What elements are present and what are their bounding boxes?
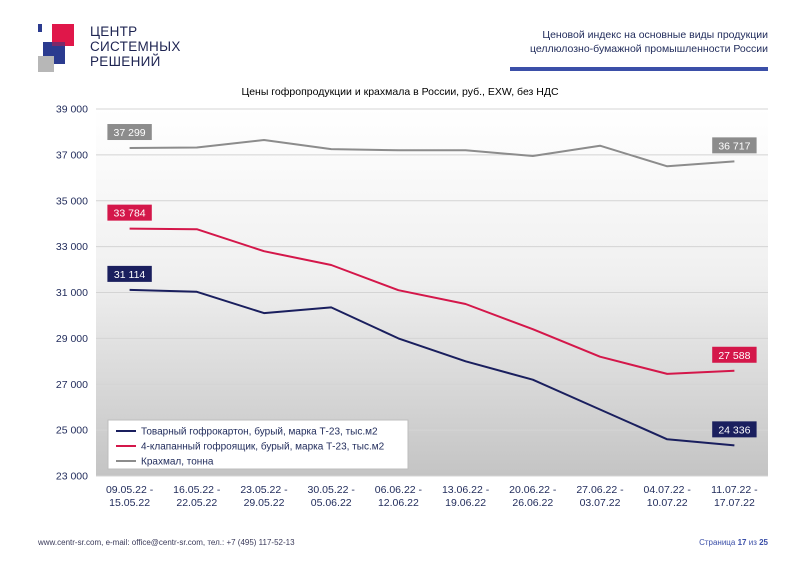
series-line — [129, 288, 735, 447]
page-separator: из — [748, 538, 757, 547]
data-label: 27 588 — [718, 350, 750, 362]
x-tick-label: 09.05.22 -15.05.22 — [106, 484, 154, 509]
report-title-line-1: Ценовой индекс на основные виды продукци… — [542, 29, 768, 41]
data-label-box — [107, 204, 152, 221]
series-2: 33 784 27 588 — [107, 204, 757, 375]
series-1: 31 114 24 336 — [107, 265, 757, 447]
footer-page-number: Страница 17 из 25 — [699, 538, 768, 547]
y-tick-label: 25 000 — [56, 425, 88, 437]
y-tick-label: 23 000 — [56, 471, 88, 483]
legend-box — [107, 419, 409, 470]
y-tick-label: 29 000 — [56, 333, 88, 345]
legend-entry: Крахмал, тонна — [141, 457, 214, 468]
data-label-box — [107, 124, 152, 141]
x-tick-label: 16.05.22 -22.05.22 — [173, 484, 221, 509]
x-tick-label: 04.07.22 -10.07.22 — [644, 484, 692, 509]
x-tick-label: 13.06.22 -19.06.22 — [442, 484, 490, 509]
logo-line-3: РЕШЕНИЙ — [90, 54, 161, 69]
y-tick-label: 35 000 — [56, 195, 88, 207]
header-accent-bar — [510, 67, 768, 71]
x-tick-label: 06.06.22 -12.06.22 — [375, 484, 423, 509]
logo-mark-icon — [38, 24, 74, 72]
data-label-box — [107, 265, 152, 282]
legend-entry: Товарный гофрокартон, бурый, марка Т-23,… — [141, 426, 378, 438]
x-tick-label: 27.06.22 -03.07.22 — [576, 484, 624, 509]
page-prefix: Страница — [699, 538, 736, 547]
logo: ЦЕНТР СИСТЕМНЫХ РЕШЕНИЙ — [38, 22, 218, 78]
data-label: 36 717 — [718, 140, 750, 152]
page-current: 17 — [737, 538, 747, 547]
data-label: 33 784 — [114, 208, 146, 220]
x-tick-label: 20.06.22 -26.06.22 — [509, 484, 557, 509]
logo-text: ЦЕНТР СИСТЕМНЫХ РЕШЕНИЙ — [90, 24, 181, 69]
y-tick-label: 39 000 — [56, 104, 88, 116]
chart-title: Цены гофропродукции и крахмала в России,… — [241, 86, 559, 98]
x-tick-label: 30.05.22 -05.06.22 — [308, 484, 356, 509]
y-tick-label: 31 000 — [56, 287, 88, 299]
data-label: 31 114 — [114, 269, 145, 281]
data-label: 37 299 — [114, 127, 146, 139]
data-label-box — [712, 137, 757, 154]
footer-contacts: www.centr-sr.com, e-mail: office@centr-s… — [38, 538, 295, 547]
y-tick-label: 37 000 — [56, 149, 88, 161]
y-tick-label: 33 000 — [56, 241, 88, 253]
logo-line-1: ЦЕНТР — [90, 24, 138, 39]
y-tick-labels: 23 000 25 000 27 000 29 000 31 000 33 000 35 0… — [56, 104, 88, 483]
series-layer: 31 114 24 336 33 784 27 588 37 299 36 717 — [107, 124, 757, 447]
data-label-box — [712, 346, 757, 363]
data-label-box — [712, 421, 757, 438]
x-tick-labels: 09.05.22 -15.05.22 16.05.22 -22.05.22 23.0… — [106, 484, 758, 509]
data-label: 24 336 — [718, 424, 750, 436]
x-tick-label: 11.07.22 -17.07.22 — [711, 484, 758, 509]
series-line — [129, 227, 735, 375]
y-tick-label: 27 000 — [56, 379, 88, 391]
report-title: Ценовой индекс на основные виды продукци… — [508, 28, 768, 56]
x-tick-label: 23.05.22 -29.05.22 — [240, 484, 288, 509]
legend-entry: 4-клапанный гофроящик, бурый, марка Т-23… — [141, 441, 385, 453]
report-title-line-2: целлюлозно-бумажной промышленности Росси… — [529, 43, 768, 55]
series-3: 37 299 36 717 — [107, 124, 757, 168]
legend: Товарный гофрокартон, бурый, марка Т-23,… — [107, 419, 409, 470]
series-line — [129, 139, 735, 168]
page-total: 25 — [759, 538, 768, 547]
logo-line-2: СИСТЕМНЫХ — [90, 39, 181, 54]
